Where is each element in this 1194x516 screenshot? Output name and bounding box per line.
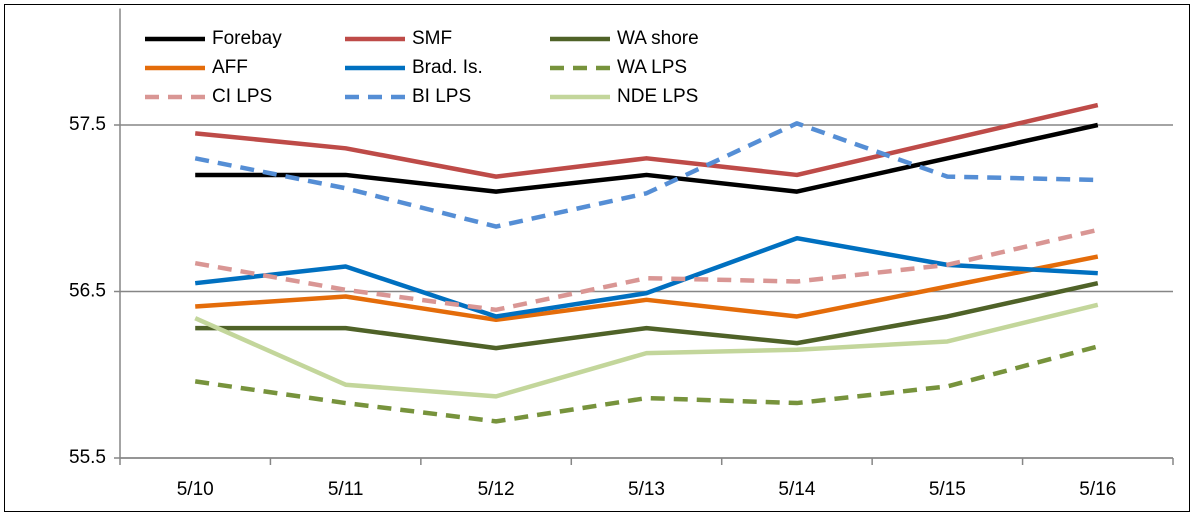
legend-label: WA shore — [617, 28, 699, 49]
x-tick-label: 5/13 — [628, 479, 665, 500]
y-tick-label: 55.5 — [69, 447, 106, 468]
x-tick-label: 5/16 — [1079, 479, 1116, 500]
legend-label: NDE LPS — [617, 86, 698, 107]
series-line — [194, 102, 1099, 179]
legend-label: SMF — [412, 28, 452, 49]
legend-label: Brad. Is. — [412, 57, 483, 78]
legend-label: BI LPS — [412, 86, 471, 107]
x-tick-label: 5/14 — [778, 479, 815, 500]
y-tick-label: 56.5 — [69, 281, 106, 302]
series-line — [195, 280, 1099, 351]
y-tick-label: 57.5 — [69, 114, 106, 135]
legend-label: CI LPS — [212, 86, 272, 107]
x-tick-label: 5/12 — [478, 479, 515, 500]
series-line — [194, 344, 1099, 424]
x-tick-label: 5/11 — [328, 479, 364, 500]
series-line — [194, 302, 1099, 399]
series-line — [195, 254, 1099, 323]
series-line — [195, 122, 1099, 194]
legend-label: WA LPS — [617, 57, 687, 78]
x-tick-label: 5/15 — [929, 479, 966, 500]
x-tick-label: 5/10 — [177, 479, 214, 500]
legend-label: AFF — [212, 57, 248, 78]
series-line — [194, 227, 1099, 313]
legend-label: Forebay — [212, 28, 282, 49]
chart-frame — [4, 4, 1190, 512]
series-line — [194, 121, 1098, 229]
